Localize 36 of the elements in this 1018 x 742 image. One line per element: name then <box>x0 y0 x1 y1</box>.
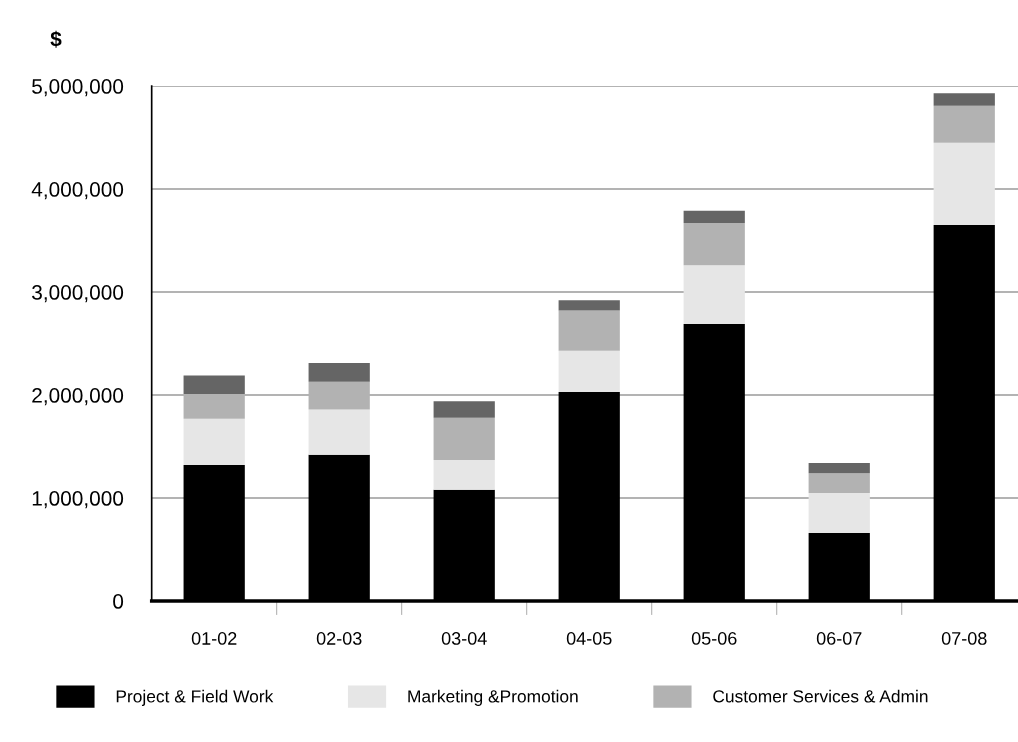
bar <box>683 223 745 266</box>
bar <box>308 363 370 382</box>
y-axis-title: $ <box>50 30 62 48</box>
bar <box>433 417 495 460</box>
bar <box>558 300 620 311</box>
x-tick-label: 05-06 <box>691 632 737 645</box>
legend-label: Marketing &Promotion <box>408 689 578 706</box>
bar <box>558 310 620 351</box>
bar <box>808 492 870 534</box>
bar <box>933 142 995 226</box>
bar <box>308 409 370 455</box>
y-tick-label: 5,000,000 <box>32 79 124 97</box>
bar <box>808 473 870 493</box>
x-tick-label: 06-07 <box>816 632 862 645</box>
y-tick-label: 1,000,000 <box>32 491 124 509</box>
bar <box>183 375 245 395</box>
bar <box>433 459 495 490</box>
legend-label: Project & Field Work <box>116 689 274 706</box>
bar <box>808 463 870 474</box>
x-tick-label: 01-02 <box>191 632 237 645</box>
y-tick-label: 4,000,000 <box>31 182 124 200</box>
x-tick-label: 07-08 <box>941 632 987 645</box>
bar <box>183 418 245 466</box>
y-tick-label: 2,000,000 <box>32 388 124 406</box>
x-tick-label: 04-05 <box>566 632 612 645</box>
bar <box>933 93 995 106</box>
bar <box>933 105 995 143</box>
x-tick-label: 03-04 <box>441 632 487 645</box>
x-tick-label: 02-03 <box>316 632 362 645</box>
bar <box>683 265 745 324</box>
bar <box>558 350 620 392</box>
bar <box>683 210 745 224</box>
y-tick-label: 3,000,000 <box>32 285 124 303</box>
y-tick-label: 0 <box>113 594 124 609</box>
legend-label: Customer Services & Admin <box>713 689 928 703</box>
bar <box>433 401 495 418</box>
